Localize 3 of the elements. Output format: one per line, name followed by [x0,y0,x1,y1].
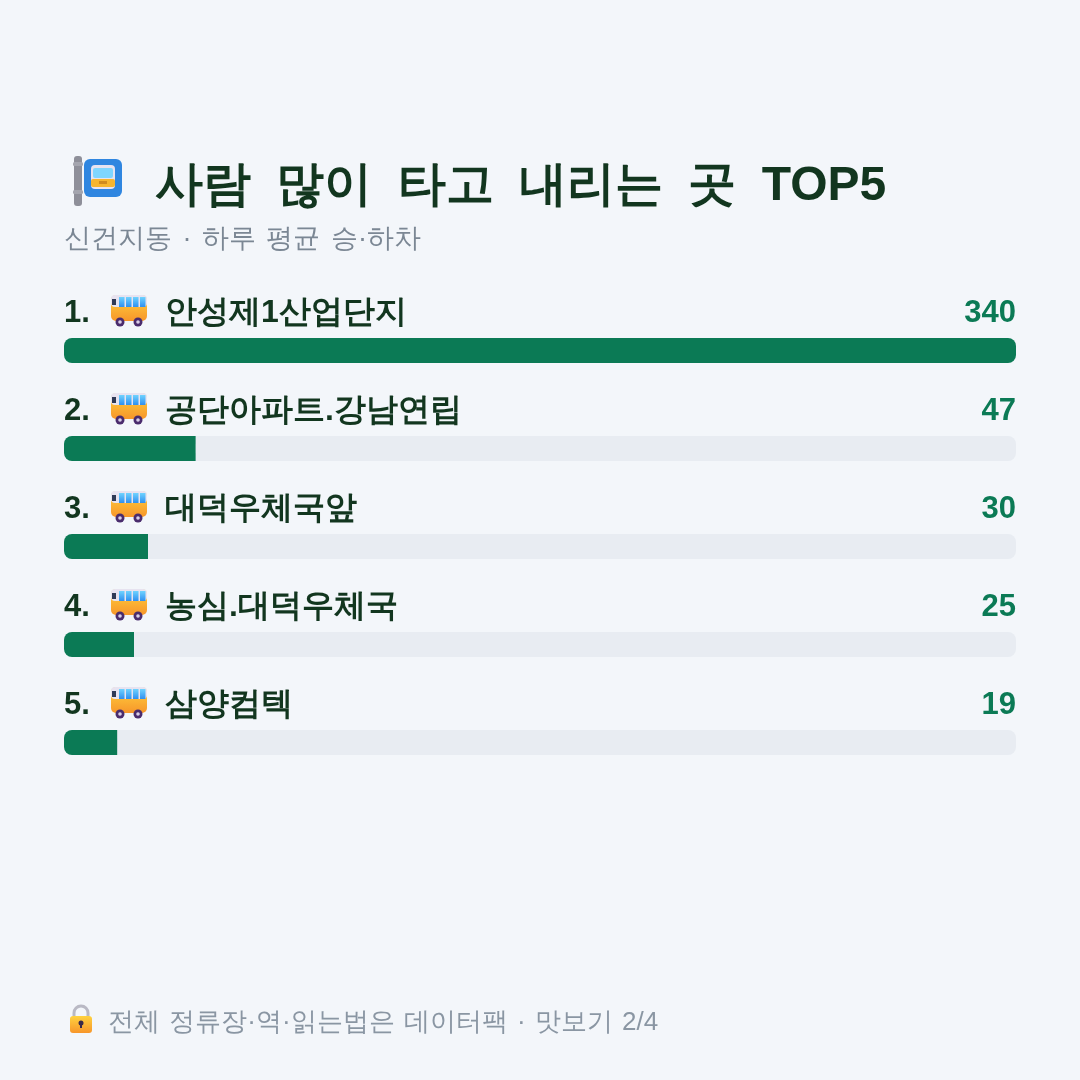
title: 사람 많이 타고 내리는 곳 TOP5 [155,157,887,210]
subtitle: 신건지동 · 하루 평균 승·하차 [64,223,421,253]
annotation: 전체 정류장·역·읽는법은 데이터팩 · 맛보기 2/4 [108,1006,659,1036]
